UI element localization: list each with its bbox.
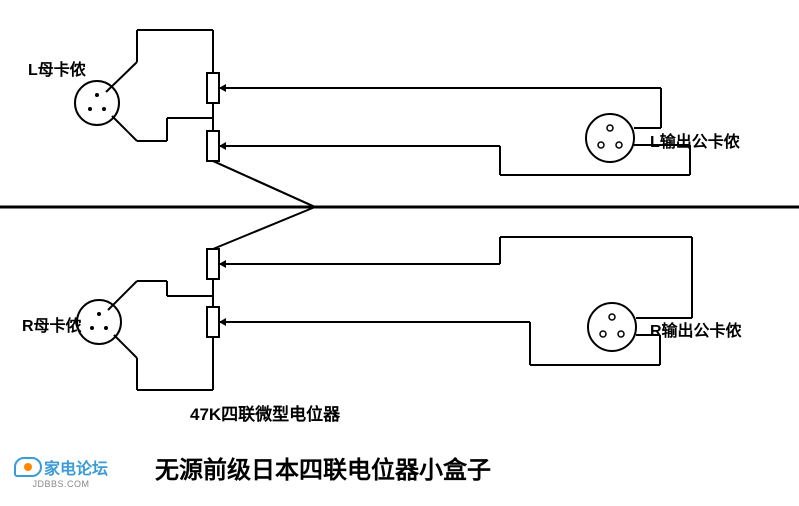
resistor-2 (207, 131, 219, 161)
connector-r-in (77, 300, 121, 344)
resistor-3 (207, 249, 219, 279)
watermark-text: 家电论坛 (44, 455, 108, 479)
watermark-url: JDBBS.COM (33, 479, 90, 489)
diagram-title: 无源前级日本四联电位器小盒子 (155, 450, 491, 485)
label-potentiometer: 47K四联微型电位器 (190, 400, 340, 425)
connector-l-in (75, 81, 119, 125)
connector-r-out (588, 303, 636, 351)
watermark: 家电论坛 JDBBS.COM (14, 455, 108, 489)
resistor-1 (207, 73, 219, 103)
circuit-diagram (0, 0, 799, 506)
label-r-out: R输出公卡侬 (650, 317, 742, 341)
connector-l-out (586, 114, 634, 162)
resistor-4 (207, 307, 219, 337)
label-l-out: L输出公卡侬 (650, 128, 740, 152)
label-r-in: R母卡侬 (22, 312, 82, 336)
label-l-in: L母卡侬 (28, 56, 86, 80)
watermark-icon (14, 457, 42, 477)
